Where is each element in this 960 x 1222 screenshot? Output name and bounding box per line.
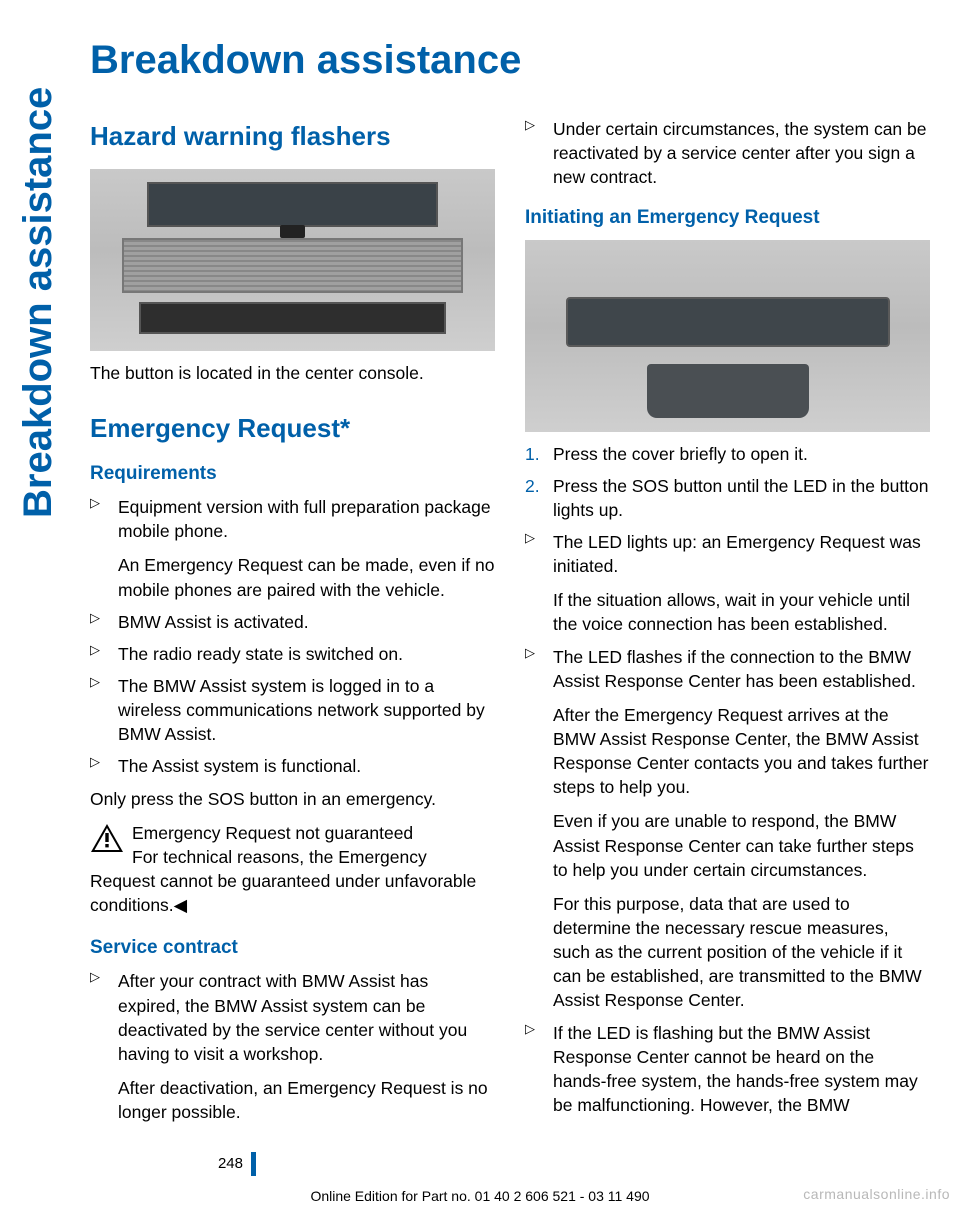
list-item: ▷ The radio ready state is switched on. bbox=[90, 642, 495, 666]
list-text: If the situation allows, wait in your ve… bbox=[553, 588, 930, 636]
warning-block: Emergency Request not guaranteed For tec… bbox=[90, 821, 495, 918]
requirements-heading: Requirements bbox=[90, 461, 495, 487]
step-number: 1. bbox=[525, 442, 553, 466]
emergency-heading: Emergency Request* bbox=[90, 411, 495, 447]
warning-icon bbox=[90, 823, 124, 853]
list-text: BMW Assist is activated. bbox=[118, 610, 495, 634]
right-column: ▷ Under certain circumstances, the syste… bbox=[525, 111, 930, 1132]
list-item: ▷ Under certain circumstances, the syste… bbox=[525, 117, 930, 189]
list-text: Press the cover briefly to open it. bbox=[553, 442, 930, 466]
warning-body: For technical reasons, the Emergency Req… bbox=[90, 845, 495, 917]
list-item: ▷ The LED lights up: an Emergency Reques… bbox=[525, 530, 930, 637]
roof-console-shape bbox=[566, 297, 890, 347]
page-content: Breakdown assistance Hazard warning flas… bbox=[90, 38, 930, 1132]
dash-radio-shape bbox=[139, 302, 447, 335]
service-list-cont: ▷ Under certain circumstances, the syste… bbox=[525, 117, 930, 189]
watermark: carmanualsonline.info bbox=[803, 1186, 950, 1202]
list-text: An Emergency Request can be made, even i… bbox=[118, 553, 495, 601]
service-list: ▷ After your contract with BMW Assist ha… bbox=[90, 969, 495, 1124]
bullet-icon: ▷ bbox=[525, 1020, 553, 1117]
left-column: Hazard warning flashers The button is lo… bbox=[90, 111, 495, 1132]
list-text: For this purpose, data that are used to … bbox=[553, 892, 930, 1013]
list-item: ▷ Equipment version with full preparatio… bbox=[90, 495, 495, 602]
list-text: If the LED is flashing but the BMW Assis… bbox=[553, 1021, 930, 1118]
warning-title: Emergency Request not guaranteed bbox=[90, 821, 495, 845]
list-item: ▷ The LED flashes if the connection to t… bbox=[525, 645, 930, 1013]
list-item: ▷ The Assist system is functional. bbox=[90, 754, 495, 778]
list-item: 2. Press the SOS button until the LED in… bbox=[525, 474, 930, 522]
list-text: After the Emergency Request arrives at t… bbox=[553, 703, 930, 800]
list-item: ▷ After your contract with BMW Assist ha… bbox=[90, 969, 495, 1124]
list-text: After deactivation, an Emergency Request… bbox=[118, 1076, 495, 1124]
dash-vent-shape bbox=[122, 238, 462, 293]
list-text: The BMW Assist system is logged in to a … bbox=[118, 674, 495, 746]
bullet-icon: ▷ bbox=[90, 641, 118, 665]
requirements-list: ▷ Equipment version with full preparatio… bbox=[90, 495, 495, 778]
bullet-icon: ▷ bbox=[90, 968, 118, 1123]
hazard-button-shape bbox=[280, 225, 304, 238]
bullet-icon: ▷ bbox=[90, 673, 118, 745]
list-text: The Assist system is functional. bbox=[118, 754, 495, 778]
steps-list: 1. Press the cover briefly to open it. 2… bbox=[525, 442, 930, 522]
list-text: The LED lights up: an Emergency Request … bbox=[553, 530, 930, 578]
list-text: Equipment version with full preparation … bbox=[118, 495, 495, 543]
page-number: 248 bbox=[212, 1152, 256, 1176]
bullet-icon: ▷ bbox=[525, 644, 553, 1012]
bullet-icon: ▷ bbox=[90, 609, 118, 633]
bullet-icon: ▷ bbox=[525, 116, 553, 188]
bullet-icon: ▷ bbox=[90, 753, 118, 777]
list-item: 1. Press the cover briefly to open it. bbox=[525, 442, 930, 466]
list-text: The LED flashes if the connection to the… bbox=[553, 645, 930, 693]
list-text: Under certain circumstances, the system … bbox=[553, 117, 930, 189]
roof-mirror-shape bbox=[647, 364, 809, 418]
sos-note: Only press the SOS button in an emergenc… bbox=[90, 787, 495, 811]
step-number: 2. bbox=[525, 474, 553, 522]
hazard-image bbox=[90, 169, 495, 351]
list-item: ▷ BMW Assist is activated. bbox=[90, 610, 495, 634]
sos-image bbox=[525, 240, 930, 432]
page-title: Breakdown assistance bbox=[90, 38, 930, 83]
side-tab-title: Breakdown assistance bbox=[16, 38, 62, 518]
initiating-heading: Initiating an Emergency Request bbox=[525, 205, 930, 231]
hazard-heading: Hazard warning flashers bbox=[90, 119, 495, 155]
list-text: Even if you are unable to respond, the B… bbox=[553, 809, 930, 881]
dash-screen-shape bbox=[147, 182, 439, 228]
list-item: ▷ If the LED is flashing but the BMW Ass… bbox=[525, 1021, 930, 1118]
list-text: Press the SOS button until the LED in th… bbox=[553, 474, 930, 522]
hazard-caption: The button is located in the center cons… bbox=[90, 361, 495, 385]
service-contract-heading: Service contract bbox=[90, 935, 495, 961]
after-steps-list: ▷ The LED lights up: an Emergency Reques… bbox=[525, 530, 930, 1117]
list-item: ▷ The BMW Assist system is logged in to … bbox=[90, 674, 495, 746]
bullet-icon: ▷ bbox=[525, 529, 553, 636]
list-text: The radio ready state is switched on. bbox=[118, 642, 495, 666]
bullet-icon: ▷ bbox=[90, 494, 118, 601]
columns: Hazard warning flashers The button is lo… bbox=[90, 111, 930, 1132]
list-text: After your contract with BMW Assist has … bbox=[118, 969, 495, 1066]
